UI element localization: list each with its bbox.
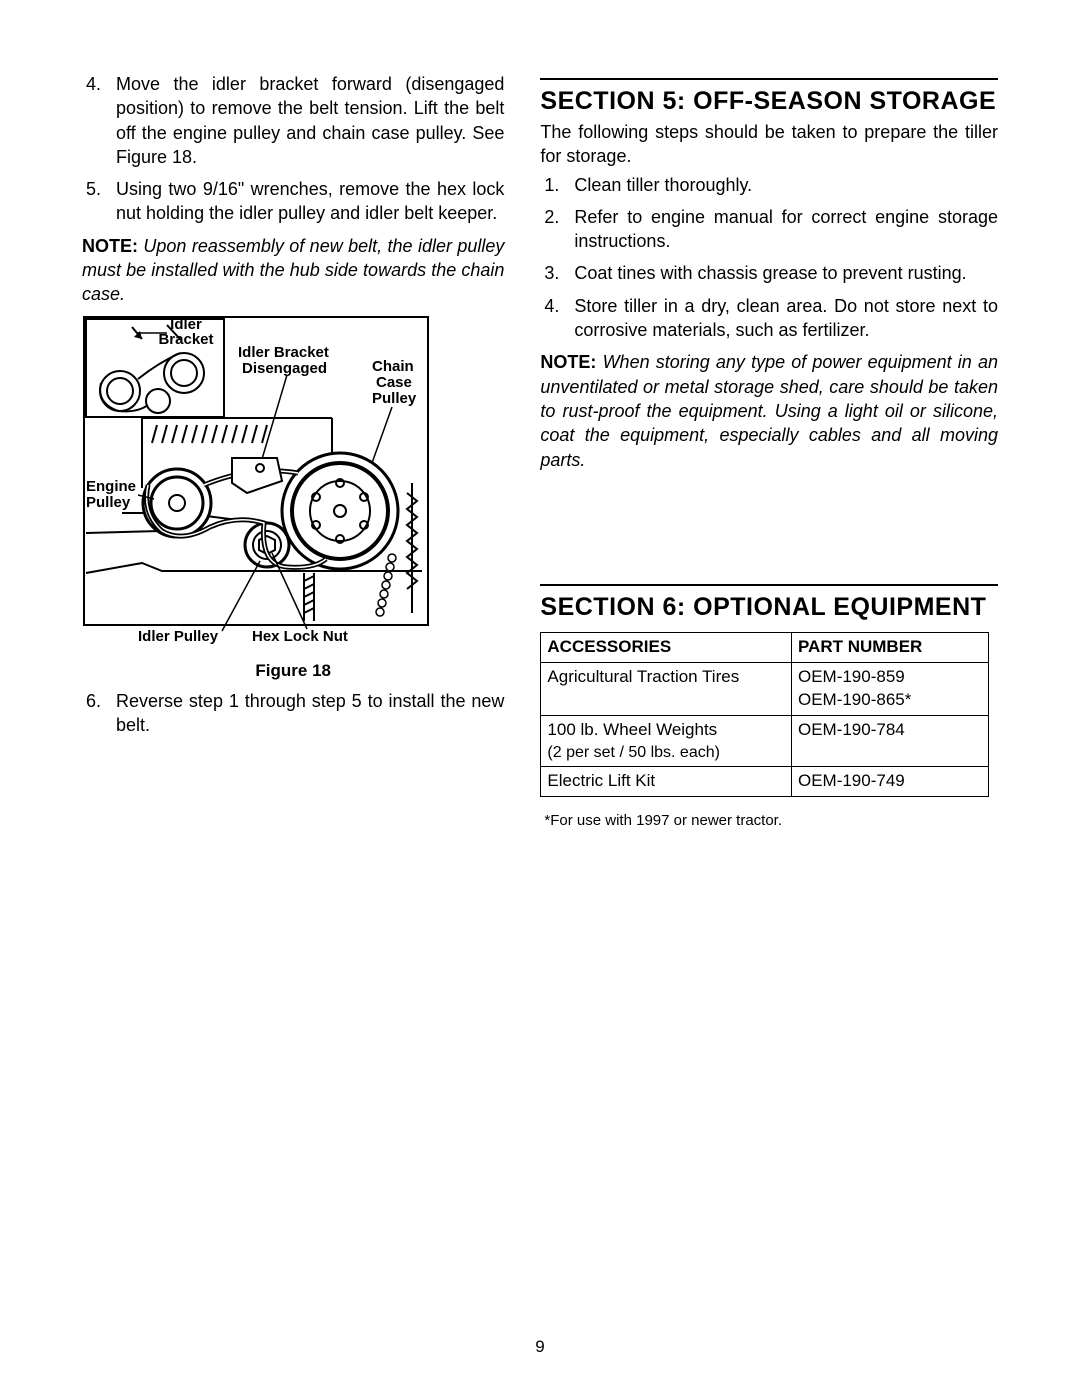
- list-item-text: Move the idler bracket forward (disengag…: [116, 72, 504, 169]
- list-item-number: 4.: [82, 72, 116, 169]
- cell-part-number: OEM-190-749: [791, 767, 988, 797]
- page-number: 9: [0, 1336, 1080, 1359]
- note-storage: NOTE: When storing any type of power equ…: [540, 350, 998, 471]
- cell-accessory: 100 lb. Wheel Weights(2 per set / 50 lbs…: [541, 715, 792, 767]
- figure-18: Idler Bracket Idler Bracket Disengaged C…: [82, 313, 504, 683]
- list-item-text: Using two 9/16" wrenches, remove the hex…: [116, 177, 504, 226]
- list-item: 3.Coat tines with chassis grease to prev…: [540, 261, 998, 285]
- list-item: 2.Refer to engine manual for correct eng…: [540, 205, 998, 254]
- vertical-spacer: [540, 478, 998, 578]
- th-accessories: ACCESSORIES: [541, 632, 792, 662]
- note-label: NOTE:: [540, 352, 596, 372]
- section-6-rule: [540, 584, 998, 586]
- accessories-table: ACCESSORIES PART NUMBER Agricultural Tra…: [540, 632, 988, 797]
- list-item-text: Coat tines with chassis grease to preven…: [574, 261, 998, 285]
- chain-case-pulley-shape: [282, 453, 398, 569]
- cell-part-number: OEM-190-784: [791, 715, 988, 767]
- left-column: 4.Move the idler bracket forward (diseng…: [82, 72, 504, 831]
- section-5-intro: The following steps should be taken to p…: [540, 120, 998, 169]
- list-item-text: Refer to engine manual for correct engin…: [574, 205, 998, 254]
- table-header-row: ACCESSORIES PART NUMBER: [541, 632, 988, 662]
- list-item-text: Clean tiller thoroughly.: [574, 173, 998, 197]
- list-item-number: 5.: [82, 177, 116, 226]
- page-content: 4.Move the idler bracket forward (diseng…: [0, 0, 1080, 831]
- cell-accessory: Agricultural Traction Tires: [541, 662, 792, 715]
- list-item-text: Reverse step 1 through step 5 to install…: [116, 689, 504, 738]
- svg-text:Disengaged: Disengaged: [242, 360, 327, 377]
- list-item: 4.Store tiller in a dry, clean area. Do …: [540, 294, 998, 343]
- table-row: Agricultural Traction TiresOEM-190-859OE…: [541, 662, 988, 715]
- note-label: NOTE:: [82, 236, 138, 256]
- belt-removal-steps: 4.Move the idler bracket forward (diseng…: [82, 72, 504, 226]
- section-5-steps: 1.Clean tiller thoroughly.2.Refer to eng…: [540, 173, 998, 343]
- section-6-title: SECTION 6: OPTIONAL EQUIPMENT: [540, 592, 998, 622]
- table-footnote: *For use with 1997 or newer tractor.: [540, 811, 998, 831]
- list-item-number: 6.: [82, 689, 116, 738]
- note-reassembly: NOTE: Upon reassembly of new belt, the i…: [82, 234, 504, 307]
- note-body: Upon reassembly of new belt, the idler p…: [82, 236, 504, 305]
- list-item: 4.Move the idler bracket forward (diseng…: [82, 72, 504, 169]
- cell-part-number: OEM-190-859OEM-190-865*: [791, 662, 988, 715]
- label-engine-pulley: Engine: [86, 478, 136, 495]
- section-5-rule: [540, 78, 998, 80]
- figure-caption: Figure 18: [82, 660, 504, 683]
- list-item: 1.Clean tiller thoroughly.: [540, 173, 998, 197]
- table-row: 100 lb. Wheel Weights(2 per set / 50 lbs…: [541, 715, 988, 767]
- label-idler-bracket-disengaged: Idler Bracket: [238, 344, 329, 361]
- list-item-number: 2.: [540, 205, 574, 254]
- list-item-number: 4.: [540, 294, 574, 343]
- svg-text:Pulley: Pulley: [86, 494, 131, 511]
- list-item: 5.Using two 9/16" wrenches, remove the h…: [82, 177, 504, 226]
- section-5-title: SECTION 5: OFF-SEASON STORAGE: [540, 86, 998, 116]
- note-body: When storing any type of power equipment…: [540, 352, 998, 469]
- label-hex-lock-nut: Hex Lock Nut: [252, 628, 348, 645]
- belt-install-steps: 6.Reverse step 1 through step 5 to insta…: [82, 689, 504, 738]
- cell-accessory: Electric Lift Kit: [541, 767, 792, 797]
- list-item-number: 3.: [540, 261, 574, 285]
- label-idler-pulley: Idler Pulley: [138, 628, 219, 645]
- svg-text:Pulley: Pulley: [372, 390, 417, 407]
- table-row: Electric Lift KitOEM-190-749: [541, 767, 988, 797]
- svg-text:Case: Case: [376, 374, 412, 391]
- list-item: 6.Reverse step 1 through step 5 to insta…: [82, 689, 504, 738]
- label-chain-case-pulley: Chain: [372, 358, 414, 375]
- list-item-text: Store tiller in a dry, clean area. Do no…: [574, 294, 998, 343]
- th-part-number: PART NUMBER: [791, 632, 988, 662]
- spring-shape: [407, 483, 417, 613]
- list-item-number: 1.: [540, 173, 574, 197]
- engine-pulley-shape: [143, 469, 211, 537]
- right-column: SECTION 5: OFF-SEASON STORAGE The follow…: [540, 72, 998, 831]
- figure-18-illustration: Idler Bracket Idler Bracket Disengaged C…: [82, 313, 432, 658]
